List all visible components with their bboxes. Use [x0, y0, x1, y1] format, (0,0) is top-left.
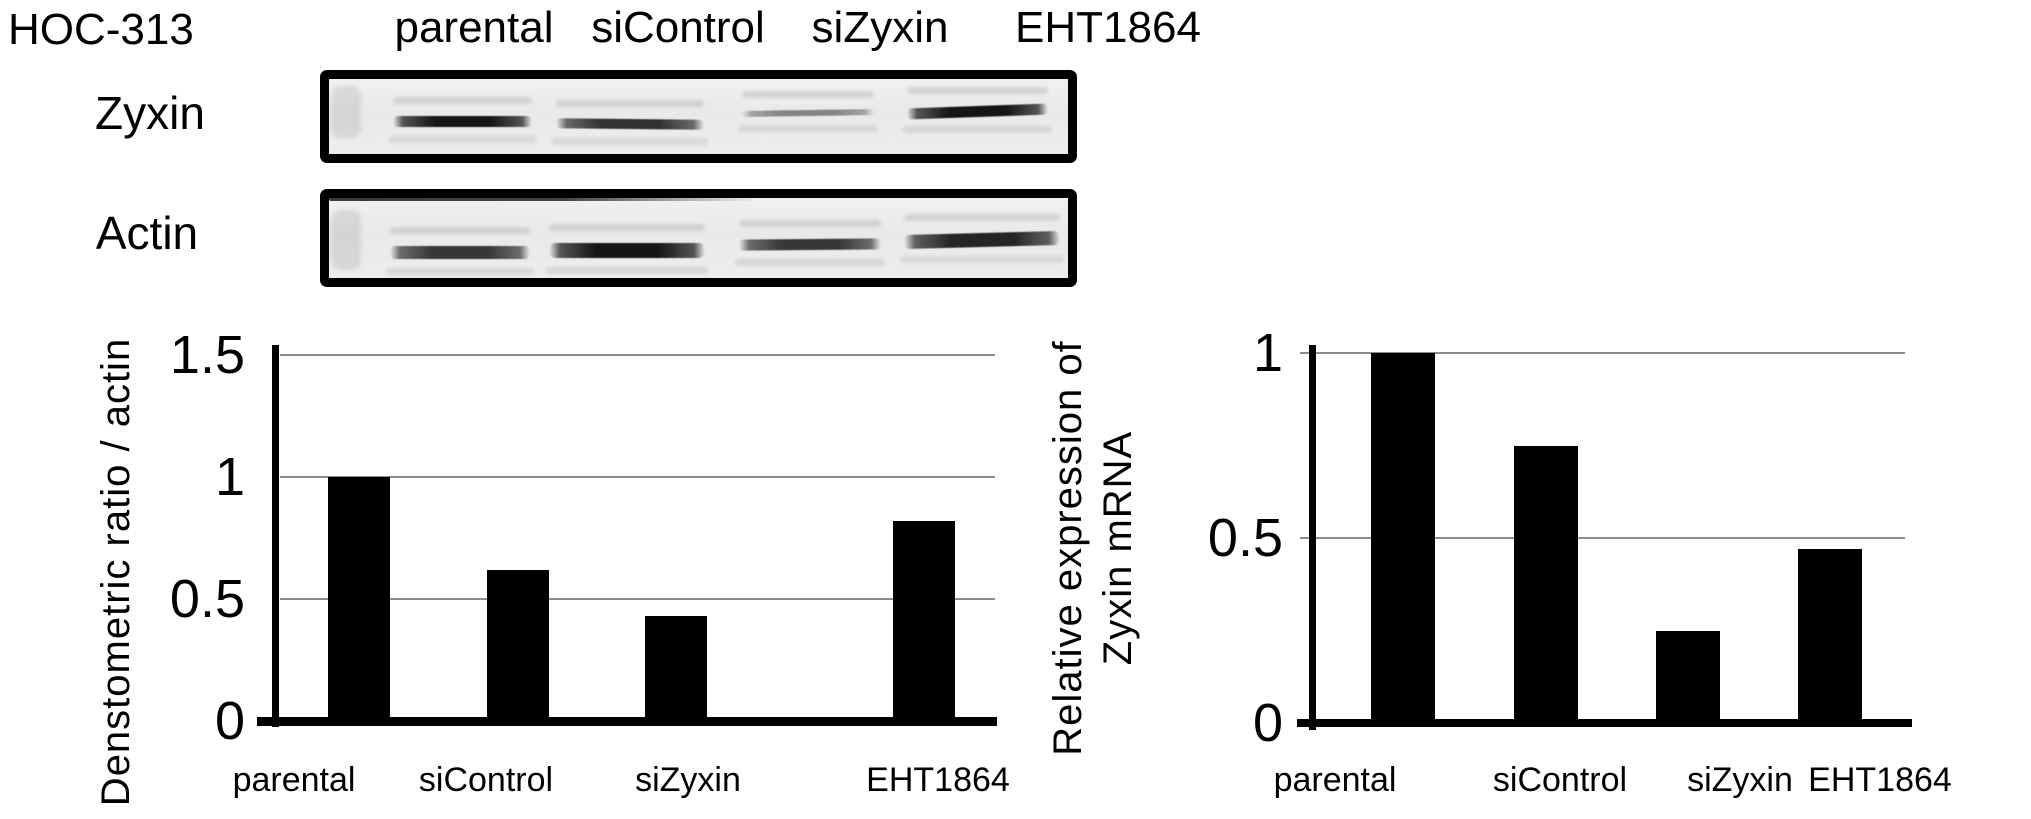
blot-faint-streak: [739, 220, 881, 227]
cell-line-label: HOC-313: [8, 5, 194, 54]
x-axis-line: [257, 717, 997, 726]
blot-row-label-actin: Actin: [95, 207, 199, 259]
y-tick-label-1: 1: [214, 447, 245, 507]
bar-EHT1864: [893, 520, 955, 721]
bar-EHT1864: [1798, 549, 1862, 723]
gridline-0.5: [1300, 537, 1905, 539]
marker-lane-smudge: [331, 210, 361, 270]
y-tick-label-1: 1: [1252, 323, 1283, 383]
blot-faint-streak: [907, 87, 1048, 94]
blot-faint-streak: [390, 227, 530, 234]
mrna-y-axis-title-line1: Relative expression of: [1046, 340, 1090, 756]
blot-faint-streak: [735, 259, 885, 266]
x-category-label-siControl: siControl: [418, 761, 554, 799]
blot-faint-streak: [386, 268, 534, 275]
y-axis-line: [1309, 345, 1316, 730]
blot-faint-streak: [549, 224, 705, 231]
blot-band-zyxin-EHT1864: [906, 103, 1049, 120]
y-tick-label-0.5: 0.5: [169, 569, 245, 629]
zyxin-blot-image: [320, 70, 1077, 163]
x-axis-line: [1297, 719, 1912, 727]
bar-siZyxin: [1656, 630, 1720, 723]
bar-siControl: [1514, 445, 1578, 723]
blot-faint-streak: [900, 256, 1064, 263]
blot-band-zyxin-parental: [393, 116, 532, 127]
blot-faint-streak: [903, 126, 1052, 133]
blot-faint-streak: [545, 267, 709, 274]
blot-top-streak: [329, 198, 759, 201]
blot-band-zyxin-siZyxin: [741, 109, 875, 117]
y-tick-label-0: 0: [1252, 693, 1283, 753]
blot-faint-streak: [738, 125, 878, 132]
gridline-1: [1300, 352, 1905, 354]
blot-faint-streak: [552, 138, 708, 145]
bar-parental: [1371, 353, 1435, 723]
actin-blot-image: [320, 189, 1077, 287]
gridline-0.5: [280, 598, 995, 600]
marker-lane-smudge: [331, 86, 361, 138]
x-category-label-parental: parental: [1273, 761, 1397, 799]
x-category-label-EHT1864: EHT1864: [1808, 761, 1952, 799]
bar-parental: [328, 477, 390, 721]
x-category-label-siControl: siControl: [1492, 761, 1628, 799]
gridline-1: [280, 476, 995, 478]
blot-faint-streak: [389, 136, 536, 143]
blot-faint-streak: [393, 97, 532, 104]
blot-band-actin-siZyxin: [738, 238, 882, 251]
blot-faint-streak: [904, 214, 1060, 221]
gridline-1.5: [280, 354, 995, 356]
lane-label-EHT1864: EHT1864: [1015, 3, 1201, 52]
blot-row-label-zyxin: Zyxin: [95, 87, 205, 139]
bar-siControl: [487, 569, 549, 721]
blot-band-actin-EHT1864: [903, 230, 1061, 250]
y-tick-label-0.5: 0.5: [1207, 508, 1283, 568]
y-tick-label-1.5: 1.5: [169, 325, 245, 385]
lane-label-parental: parental: [394, 3, 554, 52]
blot-faint-streak: [742, 91, 874, 98]
y-tick-label-0: 0: [214, 691, 245, 751]
blot-band-actin-siControl: [549, 243, 705, 258]
blot-band-zyxin-siControl: [555, 118, 705, 130]
blot-band-actin-parental: [390, 246, 530, 259]
y-axis-line: [272, 345, 279, 727]
lane-label-siControl: siControl: [591, 3, 765, 52]
x-category-label-siZyxin: siZyxin: [635, 761, 741, 799]
lane-label-siZyxin: siZyxin: [811, 3, 949, 52]
bar-siZyxin: [645, 616, 707, 721]
x-category-label-parental: parental: [232, 761, 356, 799]
blot-faint-streak: [556, 100, 704, 107]
x-category-label-EHT1864: EHT1864: [866, 761, 1010, 799]
x-category-label-siZyxin: siZyxin: [1687, 761, 1793, 799]
